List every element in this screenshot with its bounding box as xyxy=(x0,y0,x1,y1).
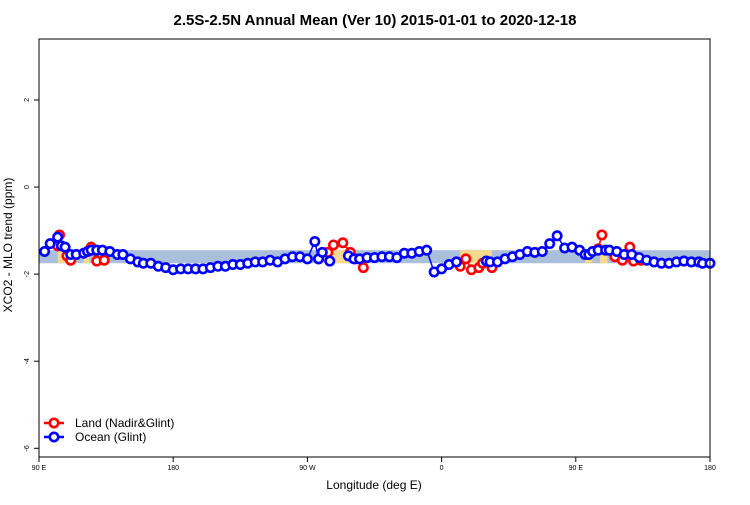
data-point xyxy=(536,245,548,257)
data-point xyxy=(309,235,321,247)
data-point xyxy=(421,244,433,256)
legend: Land (Nadir&Glint)Ocean (Glint) xyxy=(44,416,174,444)
data-point xyxy=(98,254,110,266)
x-tick-label: 90 E xyxy=(569,465,584,472)
data-point xyxy=(596,229,608,241)
data-point xyxy=(324,255,336,267)
land-shading-region xyxy=(600,250,608,264)
data-point xyxy=(39,245,51,257)
y-tick-label: -6 xyxy=(24,445,31,451)
data-point xyxy=(52,231,64,243)
data-point xyxy=(337,237,349,249)
legend-marker xyxy=(48,431,60,443)
legend-label: Land (Nadir&Glint) xyxy=(75,416,174,430)
data-point xyxy=(460,253,472,265)
plot-frame xyxy=(38,38,711,458)
x-tick-label: 90 E xyxy=(32,465,47,472)
data-point xyxy=(357,262,369,274)
data-point xyxy=(59,241,71,253)
x-tick-label: 180 xyxy=(167,465,179,472)
series-layer xyxy=(39,229,716,278)
y-tick-label: -4 xyxy=(24,358,31,364)
data-point xyxy=(544,238,556,250)
y-tick-label: -2 xyxy=(24,271,31,277)
data-point xyxy=(551,230,563,242)
axes-layer: 90 E 180 90 W 0 90 E 180 2 0 -2 -4 -6 xyxy=(24,98,716,472)
legend-marker xyxy=(48,417,60,429)
x-tick-label: 0 xyxy=(440,465,444,472)
series-ocean xyxy=(39,230,716,278)
legend-label: Ocean (Glint) xyxy=(75,430,146,444)
land-shading-region xyxy=(57,250,66,264)
chart-title: 2.5S-2.5N Annual Mean (Ver 10) 2015-01-0… xyxy=(174,12,577,29)
y-axis-label: XCO2 - MLO trend (ppm) xyxy=(1,178,15,313)
x-axis-label: Longitude (deg E) xyxy=(326,478,421,492)
data-point xyxy=(327,239,339,251)
y-tick-label: 0 xyxy=(24,185,31,189)
y-tick-label: 2 xyxy=(24,98,31,102)
data-point xyxy=(301,253,313,265)
x-tick-label: 90 W xyxy=(299,465,316,472)
data-point xyxy=(44,238,56,250)
data-point xyxy=(316,246,328,258)
data-point xyxy=(451,256,463,268)
x-tick-label: 180 xyxy=(704,465,716,472)
